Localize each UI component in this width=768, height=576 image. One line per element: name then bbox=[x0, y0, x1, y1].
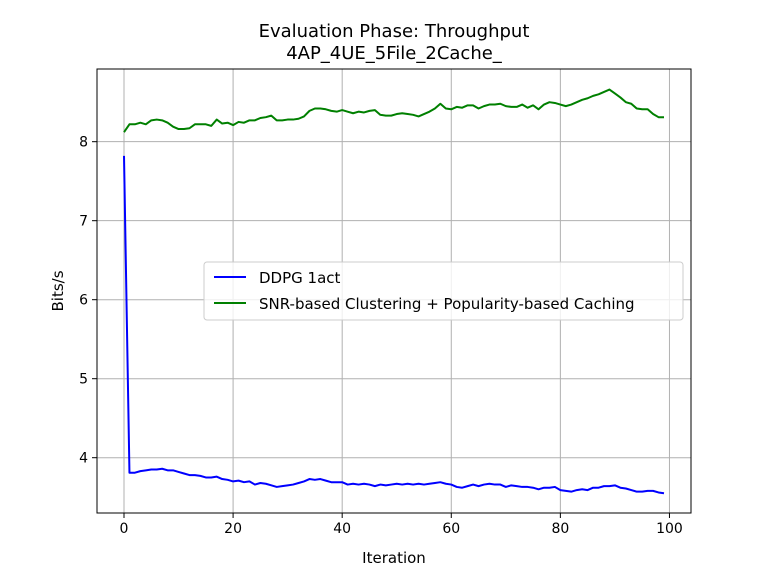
x-axis-label: Iteration bbox=[362, 549, 426, 567]
x-tick-label: 0 bbox=[120, 521, 129, 537]
axis-ticks: 0 20 40 60 80 100 4 5 6 7 8 bbox=[79, 135, 683, 537]
x-tick-label: 100 bbox=[656, 521, 683, 537]
y-tick-label: 6 bbox=[79, 293, 88, 309]
x-tick-label: 40 bbox=[333, 521, 351, 537]
plot-frame bbox=[96, 68, 692, 514]
y-tick-label: 7 bbox=[79, 214, 88, 230]
y-tick-label: 8 bbox=[79, 135, 88, 151]
x-tick-label: 60 bbox=[442, 521, 460, 537]
chart-title-line2: 4AP_4UE_5File_2Cache_ bbox=[286, 43, 503, 64]
legend: DDPG 1act SNR-based Clustering + Popular… bbox=[203, 261, 684, 321]
legend-label-snr: SNR-based Clustering + Popularity-based … bbox=[259, 295, 635, 313]
y-axis-label: Bits/s bbox=[49, 270, 67, 311]
series-lines bbox=[123, 88, 665, 495]
y-tick-label: 4 bbox=[79, 451, 88, 467]
chart-title-line1: Evaluation Phase: Throughput bbox=[259, 21, 530, 42]
x-tick-label: 80 bbox=[551, 521, 569, 537]
series-line-0 bbox=[123, 155, 665, 495]
x-tick-label: 20 bbox=[224, 521, 242, 537]
legend-box bbox=[203, 261, 684, 321]
y-tick-label: 5 bbox=[79, 372, 88, 388]
series-line-1 bbox=[123, 88, 664, 133]
legend-label-ddpg: DDPG 1act bbox=[259, 269, 341, 287]
